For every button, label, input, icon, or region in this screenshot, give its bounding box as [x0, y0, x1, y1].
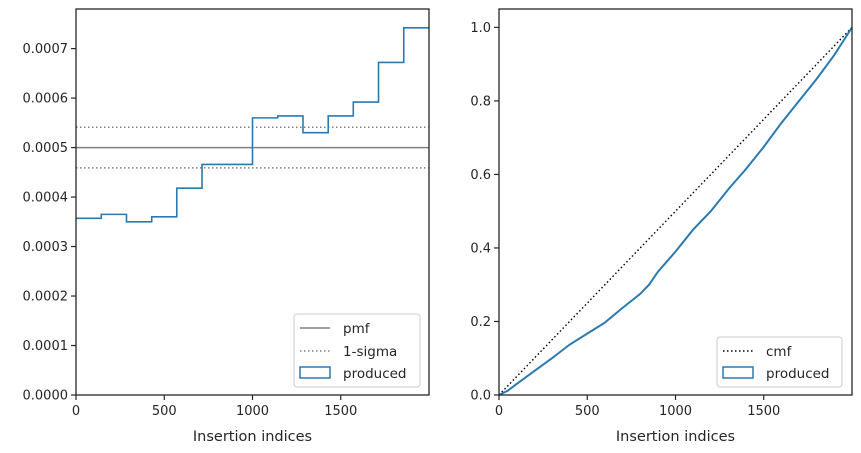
y-tick-label: 0.2	[470, 315, 491, 330]
x-tick-label: 1500	[324, 404, 357, 419]
y-tick-label: 0.0	[470, 389, 491, 404]
right-chart-series	[498, 26, 853, 396]
right-chart-y-ticks: 0.0 0.2 0.4 0.6 0.8 1.0	[470, 21, 499, 404]
pmf-chart: 0 500 1000 1500 0.00000.00010.00020.00030.0…	[23, 8, 430, 445]
x-tick-label: 0	[495, 404, 503, 419]
y-tick-label: 0.0007	[23, 42, 69, 57]
legend-produced-label: produced	[343, 366, 407, 382]
y-tick-label: 0.6	[470, 168, 491, 183]
legend-1-sigma-label: 1-sigma	[343, 344, 397, 360]
x-tick-label: 500	[152, 404, 177, 419]
y-tick-label: 0.0002	[23, 290, 69, 305]
y-tick-label: 0.0001	[23, 339, 69, 354]
produced-step-series	[76, 27, 429, 223]
left-chart-legend: pmf 1-sigma produced	[293, 313, 421, 388]
left-chart-y-ticks: 0.0000 0.0001 0.0002 0.0003 0.0004 0.0005 0.00…	[23, 42, 76, 404]
legend-box	[293, 313, 421, 388]
y-tick-label: 0.0003	[23, 240, 69, 255]
legend-produced-swatch	[722, 366, 754, 379]
left-chart-x-ticks: 0 500 1000 1500	[72, 395, 357, 419]
cmf-line-series	[498, 26, 853, 396]
right-chart-x-axis-label: Insertion indices	[616, 429, 735, 445]
right-chart-x-ticks: 0 500 1000 1500	[495, 395, 780, 419]
x-tick-label: 500	[575, 404, 600, 419]
x-tick-label: 1000	[236, 404, 269, 419]
y-tick-label: 0.0000	[23, 389, 69, 404]
y-tick-label: 1.0	[470, 21, 491, 36]
produced-line-series	[498, 26, 853, 396]
cmf-chart: 0 500 1000 1500 0.0 0.2 0.4 0.6 0.8 1.0 Insertio…	[470, 8, 853, 445]
legend-produced-label: produced	[766, 366, 830, 382]
x-tick-label: 1500	[747, 404, 780, 419]
legend-cmf-label: cmf	[766, 344, 793, 360]
y-tick-label: 0.0006	[23, 92, 69, 107]
legend-box	[716, 336, 843, 388]
left-chart-x-axis-label: Insertion indices	[193, 429, 312, 445]
x-tick-label: 1000	[659, 404, 692, 419]
right-chart-legend: cmf produced	[716, 336, 843, 388]
legend-pmf-label: pmf	[343, 321, 371, 337]
legend-produced-swatch	[299, 366, 331, 379]
x-tick-label: 0	[72, 404, 80, 419]
y-tick-label: 0.0005	[23, 141, 69, 156]
y-tick-label: 0.4	[470, 241, 491, 256]
left-chart-series	[76, 27, 429, 223]
y-tick-label: 0.0004	[23, 191, 69, 206]
y-tick-label: 0.8	[470, 94, 491, 109]
